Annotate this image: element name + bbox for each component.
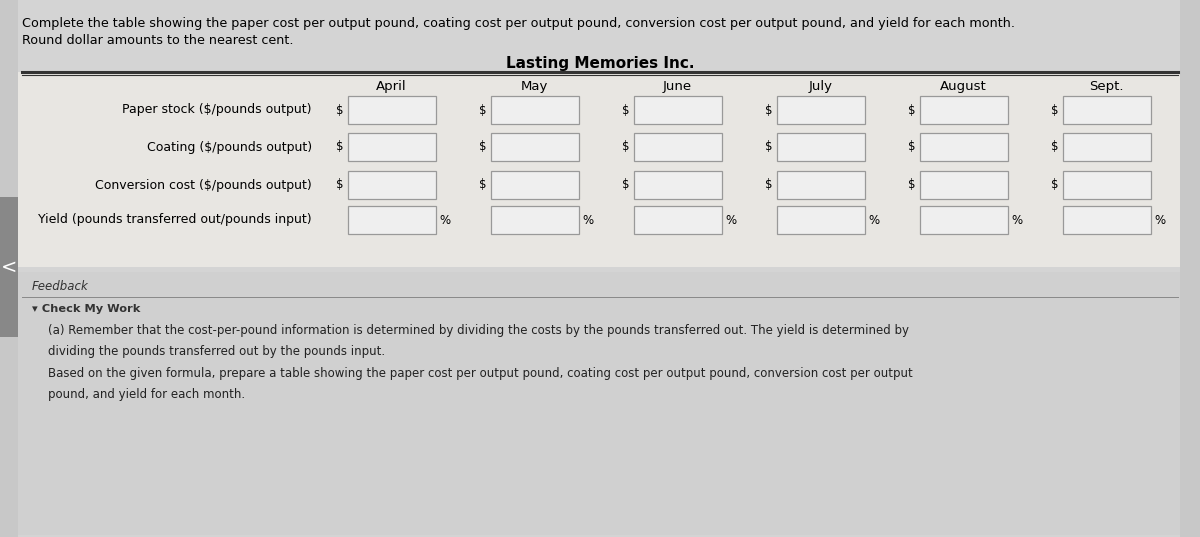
Bar <box>919 206 1008 234</box>
Bar <box>1062 96 1151 124</box>
Bar <box>919 96 1008 124</box>
Text: Lasting Memories Inc.: Lasting Memories Inc. <box>505 56 695 71</box>
Text: <: < <box>1 258 17 277</box>
Text: %: % <box>869 214 880 227</box>
Text: August: August <box>940 80 986 93</box>
Bar <box>919 133 1008 161</box>
Bar <box>776 96 864 124</box>
Bar <box>491 133 578 161</box>
Bar <box>348 96 436 124</box>
Text: $: $ <box>1051 178 1058 192</box>
Bar <box>634 96 721 124</box>
Bar <box>491 206 578 234</box>
Bar <box>348 206 436 234</box>
Text: $: $ <box>336 141 343 154</box>
Text: $: $ <box>766 104 773 117</box>
Text: dividing the pounds transferred out by the pounds input.: dividing the pounds transferred out by t… <box>48 345 385 358</box>
Text: July: July <box>809 80 833 93</box>
Text: $: $ <box>766 141 773 154</box>
Text: $: $ <box>1051 104 1058 117</box>
Text: $: $ <box>766 178 773 192</box>
Bar <box>776 133 864 161</box>
Bar <box>1062 206 1151 234</box>
Text: Paper stock ($/pounds output): Paper stock ($/pounds output) <box>122 104 312 117</box>
Bar <box>634 206 721 234</box>
Bar <box>634 133 721 161</box>
Text: April: April <box>376 80 407 93</box>
Bar <box>491 96 578 124</box>
Text: %: % <box>439 214 451 227</box>
Text: (a) Remember that the cost-per-pound information is determined by dividing the c: (a) Remember that the cost-per-pound inf… <box>48 324 910 337</box>
Text: %: % <box>582 214 594 227</box>
Text: Based on the given formula, prepare a table showing the paper cost per output po: Based on the given formula, prepare a ta… <box>48 367 913 380</box>
Text: June: June <box>662 80 692 93</box>
Text: Round dollar amounts to the nearest cent.: Round dollar amounts to the nearest cent… <box>22 34 294 47</box>
Bar <box>491 171 578 199</box>
Text: $: $ <box>908 178 916 192</box>
Bar <box>776 171 864 199</box>
Text: Sept.: Sept. <box>1090 80 1123 93</box>
Text: %: % <box>726 214 737 227</box>
Text: Coating ($/pounds output): Coating ($/pounds output) <box>146 141 312 154</box>
Text: Conversion cost ($/pounds output): Conversion cost ($/pounds output) <box>95 178 312 192</box>
Bar <box>18 272 1180 535</box>
Text: $: $ <box>622 178 630 192</box>
Text: $: $ <box>908 141 916 154</box>
Bar <box>348 171 436 199</box>
Bar <box>1062 133 1151 161</box>
Text: %: % <box>1154 214 1165 227</box>
Text: %: % <box>1012 214 1022 227</box>
Text: $: $ <box>336 104 343 117</box>
Bar <box>776 206 864 234</box>
Text: $: $ <box>622 141 630 154</box>
Text: $: $ <box>336 178 343 192</box>
Text: Yield (pounds transferred out/pounds input): Yield (pounds transferred out/pounds inp… <box>38 214 312 227</box>
Bar <box>1062 171 1151 199</box>
Text: May: May <box>521 80 548 93</box>
Bar <box>348 133 436 161</box>
Text: Complete the table showing the paper cost per output pound, coating cost per out: Complete the table showing the paper cos… <box>22 17 1015 30</box>
Bar <box>919 171 1008 199</box>
Bar <box>634 171 721 199</box>
Text: $: $ <box>622 104 630 117</box>
Text: $: $ <box>479 141 486 154</box>
Text: $: $ <box>908 104 916 117</box>
Text: $: $ <box>479 104 486 117</box>
Text: Feedback: Feedback <box>32 280 89 293</box>
Bar <box>0 197 18 337</box>
Text: pound, and yield for each month.: pound, and yield for each month. <box>48 388 245 401</box>
Bar <box>18 72 1180 267</box>
Text: ▾ Check My Work: ▾ Check My Work <box>32 304 140 314</box>
Text: $: $ <box>479 178 486 192</box>
Text: $: $ <box>1051 141 1058 154</box>
